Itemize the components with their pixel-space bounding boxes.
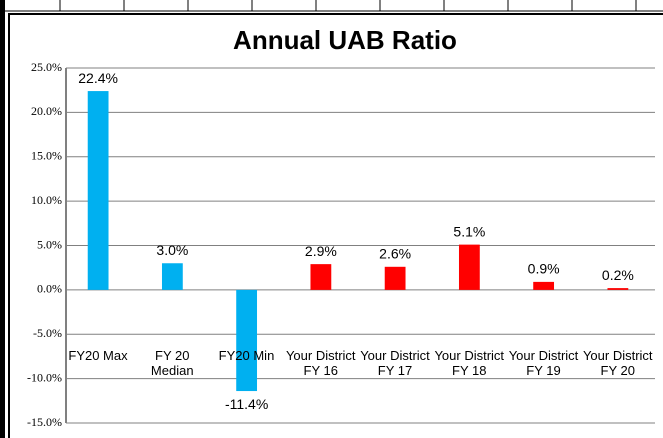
- left-border: [0, 0, 5, 438]
- x-tick-label: Your District FY 20: [582, 348, 653, 378]
- y-tick-label: -15.0%: [27, 415, 62, 429]
- y-tick-label: 5.0%: [37, 237, 62, 251]
- data-label: 5.1%: [453, 223, 485, 239]
- y-tick-label: -5.0%: [33, 326, 62, 340]
- y-tick-label: 15.0%: [31, 149, 62, 163]
- sheet-grid: [0, 0, 663, 12]
- chart-title: Annual UAB Ratio: [233, 25, 457, 55]
- data-label: 22.4%: [78, 70, 118, 86]
- bar: [384, 266, 406, 290]
- x-tick-label: FY20 Max: [68, 348, 128, 363]
- bar: [533, 281, 555, 290]
- bar: [458, 244, 480, 290]
- y-tick-label: 20.0%: [31, 104, 62, 118]
- x-tick-label: Your District FY 19: [508, 348, 579, 378]
- y-tick-label: 25.0%: [31, 60, 62, 74]
- data-label: 2.6%: [379, 246, 411, 262]
- x-tick-label: FY 20 Median: [150, 348, 194, 378]
- data-label: 3.0%: [156, 242, 188, 258]
- x-tick-label: Your District FY 17: [360, 348, 430, 378]
- chart-border: [8, 13, 663, 438]
- y-tick-label: 10.0%: [31, 193, 62, 207]
- bar: [310, 264, 332, 290]
- data-label: -11.4%: [225, 396, 268, 412]
- bar: [161, 263, 183, 290]
- bar: [236, 289, 258, 392]
- x-tick-label: FY20 Min: [218, 348, 275, 363]
- bar: [607, 288, 629, 290]
- data-label: 2.9%: [305, 243, 337, 259]
- data-label: 0.2%: [602, 267, 634, 283]
- bar: [87, 91, 109, 290]
- x-tick-label: Your District FY 16: [285, 348, 356, 378]
- data-label: 0.9%: [528, 261, 560, 277]
- y-tick-label: -10.0%: [27, 370, 62, 384]
- x-tick-label: Your District FY 18: [434, 348, 505, 378]
- y-tick-label: 0.0%: [37, 282, 62, 296]
